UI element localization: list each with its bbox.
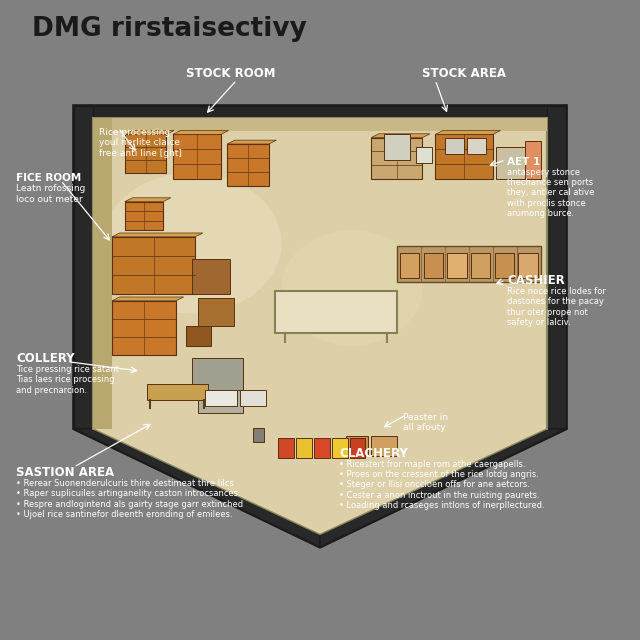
Text: STOCK ROOM: STOCK ROOM — [186, 67, 275, 80]
Bar — [296, 438, 312, 458]
Polygon shape — [74, 106, 93, 429]
Polygon shape — [112, 233, 203, 237]
Bar — [350, 438, 365, 458]
Bar — [227, 144, 269, 186]
Bar — [424, 253, 443, 278]
Bar — [371, 436, 397, 456]
Polygon shape — [547, 106, 566, 429]
Text: CASHIER: CASHIER — [507, 274, 564, 287]
Text: Rice processing
youl nerlite claice
free anti line [ght]: Rice processing youl nerlite claice free… — [99, 128, 182, 158]
Text: DMG rirstaisectivy: DMG rirstaisectivy — [32, 16, 307, 42]
Text: STOCK AREA: STOCK AREA — [422, 67, 506, 80]
Bar — [416, 147, 432, 163]
Bar — [125, 202, 163, 230]
Text: AET 1: AET 1 — [507, 157, 540, 167]
Bar — [384, 134, 410, 160]
Bar — [125, 134, 166, 173]
Bar — [253, 428, 264, 442]
Bar — [112, 237, 195, 294]
Text: Rice noce rice lodes for
dastones for the pacay
thur oter prope not
safety or la: Rice noce rice lodes for dastones for th… — [507, 287, 605, 327]
Bar — [371, 138, 422, 179]
Text: • Ricestert fror maple rom athe caergapells.
• Proes on the cressent of the rice: • Ricestert fror maple rom athe caergape… — [339, 460, 545, 510]
Polygon shape — [227, 140, 276, 144]
Bar — [400, 253, 419, 278]
Bar — [278, 438, 294, 458]
Bar — [186, 326, 211, 346]
Ellipse shape — [102, 173, 282, 314]
Text: CLACHERY: CLACHERY — [339, 447, 408, 460]
Polygon shape — [74, 429, 320, 547]
Bar — [205, 390, 237, 406]
Polygon shape — [74, 106, 566, 547]
Bar — [471, 253, 490, 278]
Bar — [112, 301, 176, 355]
Text: • Rerear Suonenderulcuris thire destimeat thre lilcs
• Raper suplicuiles artinga: • Rerear Suonenderulcuris thire destimea… — [16, 479, 243, 519]
Bar — [147, 384, 208, 400]
Bar — [173, 134, 221, 179]
Bar — [496, 147, 534, 179]
Bar — [346, 436, 368, 454]
Polygon shape — [125, 131, 174, 134]
Bar — [314, 438, 330, 458]
Polygon shape — [125, 198, 171, 202]
Polygon shape — [371, 134, 430, 138]
Bar — [435, 134, 493, 179]
Text: Tice pressing rice satant
Tias laes rice procesing
and precnarcion.: Tice pressing rice satant Tias laes rice… — [16, 365, 119, 395]
Polygon shape — [74, 106, 566, 118]
Bar — [240, 390, 266, 406]
Polygon shape — [112, 297, 184, 301]
Bar — [192, 358, 243, 390]
Bar — [198, 390, 243, 413]
Bar — [495, 253, 514, 278]
Text: FICE ROOM: FICE ROOM — [16, 173, 81, 183]
Text: antaspery stonce
thechance sen ports
they, antler cal ative
with proclis stonce
: antaspery stonce thechance sen ports the… — [507, 168, 595, 218]
Polygon shape — [93, 118, 547, 534]
Bar — [445, 138, 464, 154]
Polygon shape — [275, 291, 397, 333]
Polygon shape — [435, 131, 500, 134]
Text: SASTION AREA: SASTION AREA — [16, 466, 114, 479]
Text: Leatn rofossing
loco out meter: Leatn rofossing loco out meter — [16, 184, 85, 204]
Bar — [447, 253, 467, 278]
Bar — [332, 438, 348, 458]
Text: Peaster in
all afouty: Peaster in all afouty — [403, 413, 448, 432]
Polygon shape — [320, 429, 566, 547]
Bar — [192, 259, 230, 294]
Bar — [397, 246, 541, 282]
Polygon shape — [93, 118, 112, 429]
Polygon shape — [93, 118, 547, 131]
Ellipse shape — [282, 230, 422, 346]
Bar — [525, 141, 541, 179]
Polygon shape — [173, 131, 228, 134]
Bar — [518, 253, 538, 278]
Bar — [198, 298, 234, 326]
Text: COLLERY: COLLERY — [16, 352, 75, 365]
Bar — [467, 138, 486, 154]
